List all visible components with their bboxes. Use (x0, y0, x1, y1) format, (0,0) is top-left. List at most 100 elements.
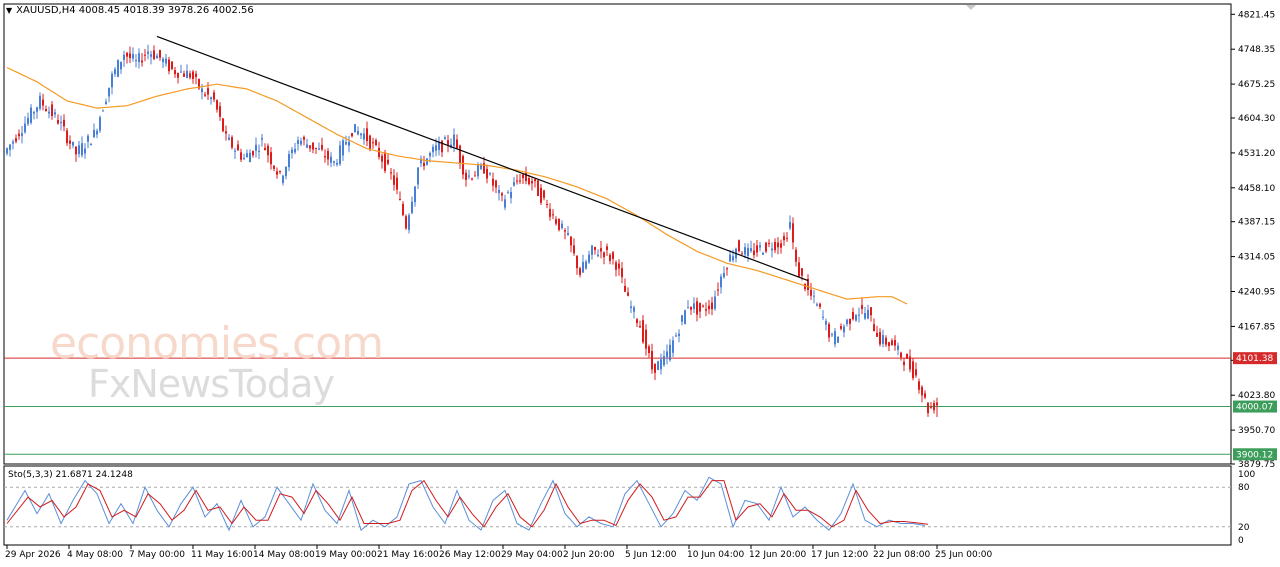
candle-bear (546, 204, 548, 206)
candle-bear (756, 245, 758, 253)
candle-bear (195, 73, 197, 78)
candle-bear (174, 70, 176, 75)
candle-bull (729, 254, 731, 262)
descending-trendline (156, 35, 809, 282)
candle-bull (21, 133, 23, 136)
candle-bull (180, 71, 182, 73)
candle-bull (582, 262, 584, 273)
candle-bear (231, 137, 233, 148)
candle-bear (381, 155, 383, 162)
candle-bear (495, 180, 497, 188)
candle-bull (675, 335, 677, 337)
candle-bear (402, 204, 404, 216)
candle-bear (393, 175, 395, 185)
candle-bull (342, 140, 344, 156)
candle-bear (786, 237, 788, 239)
candle-bull (33, 111, 35, 114)
candle-bull (864, 313, 866, 319)
watermark-economies: economies.com (50, 318, 384, 369)
candle-bull (510, 192, 512, 199)
candle-bull (588, 254, 590, 263)
candle-bear (378, 147, 380, 157)
candle-bull (255, 144, 257, 151)
candle-bear (699, 302, 701, 312)
candle-bull (234, 150, 236, 152)
candle-bear (525, 172, 527, 182)
candle-bear (264, 147, 266, 151)
candle-bull (633, 307, 635, 312)
x-tick-label: 2 Jun 20:00 (563, 550, 615, 560)
candle-bull (162, 58, 164, 63)
resistance-badge-label: 4101.38 (1236, 354, 1273, 364)
candle-bull (771, 248, 773, 251)
candle-bear (702, 305, 704, 307)
candle-bull (78, 145, 80, 155)
candle-bull (261, 138, 263, 140)
stochastic-axis-label: 80 (1238, 483, 1250, 493)
candle-bear (774, 241, 776, 251)
candle-bull (846, 319, 848, 324)
candle-bear (369, 135, 371, 149)
candle-bull (444, 137, 446, 140)
candle-bear (852, 311, 854, 320)
support-1-badge (1233, 400, 1277, 413)
candle-bull (186, 70, 188, 79)
candle-bull (660, 359, 662, 370)
x-tick-label: 14 May 08:00 (253, 550, 315, 560)
candle-bear (219, 106, 221, 117)
x-tick-label: 12 Jun 20:00 (749, 550, 806, 560)
candle-bear (159, 50, 161, 58)
candle-bear (879, 332, 881, 345)
x-tick-label: 21 May 16:00 (377, 550, 439, 560)
y-tick-label: 4167.85 (1238, 322, 1275, 332)
candle-bear (399, 198, 401, 200)
candle-bull (360, 133, 362, 136)
candle-bear (519, 180, 521, 182)
candle-bull (744, 247, 746, 255)
candle-bear (768, 243, 770, 245)
candle-bear (171, 61, 173, 69)
candle-bull (147, 51, 149, 54)
candle-bear (753, 250, 755, 256)
candle-bull (285, 166, 287, 177)
candle-bear (192, 71, 194, 79)
candle-bear (798, 262, 800, 277)
collapse-triangle-icon[interactable]: ▼ (6, 6, 13, 15)
candle-bull (300, 140, 302, 145)
candle-bear (810, 289, 812, 296)
candle-bull (228, 137, 230, 140)
candle-bear (624, 286, 626, 292)
candle-bull (339, 145, 341, 165)
candle-bull (24, 123, 26, 133)
candle-bull (480, 164, 482, 169)
candle-bear (456, 139, 458, 149)
candle-bull (453, 134, 455, 146)
y-tick-label: 4387.15 (1238, 218, 1275, 228)
candle-bull (669, 344, 671, 361)
candle-bull (420, 158, 422, 164)
candle-bear (906, 354, 908, 359)
candle-bear (543, 190, 545, 198)
candle-bull (657, 361, 659, 370)
candle-bear (486, 168, 488, 179)
candle-bear (168, 59, 170, 72)
candle-bear (405, 216, 407, 229)
stochastic-axis-label: 20 (1238, 523, 1250, 533)
candle-bull (246, 153, 248, 158)
candle-bull (291, 149, 293, 154)
candle-bull (813, 295, 815, 297)
candle-bear (57, 120, 59, 124)
candle-bull (87, 135, 89, 142)
candle-bull (426, 158, 428, 165)
candle-bear (198, 78, 200, 89)
candle-bear (579, 268, 581, 275)
candle-bear (315, 147, 317, 149)
candle-bull (297, 140, 299, 144)
candle-bull (438, 142, 440, 151)
stochastic-label: Sto(5,3,3) 21.6871 24.1248 (8, 470, 133, 480)
candle-bear (321, 144, 323, 150)
y-tick-label: 4821.45 (1238, 10, 1275, 20)
candle-bear (129, 53, 131, 58)
candle-bull (843, 326, 845, 333)
